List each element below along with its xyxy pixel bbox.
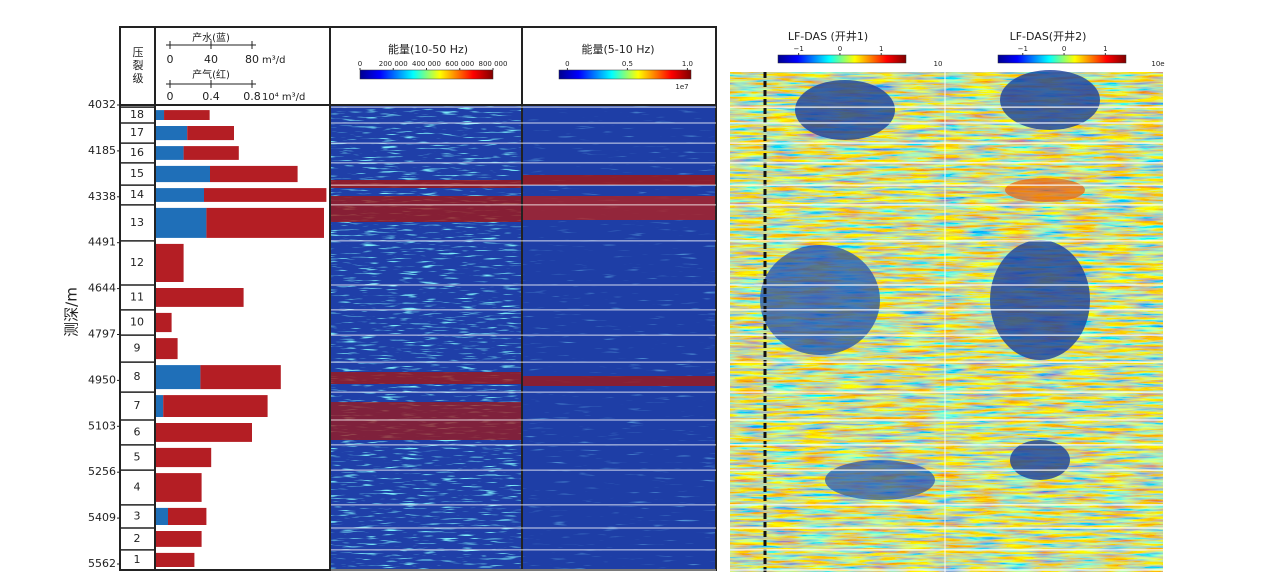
bar xyxy=(156,338,178,360)
bar xyxy=(183,146,239,160)
colorbar-tick-label: 0 xyxy=(358,60,362,68)
stage-label: 16 xyxy=(130,146,144,159)
y-tick-label: 5103 xyxy=(88,419,116,432)
bar xyxy=(210,165,298,183)
bar xyxy=(156,126,188,141)
stage-label: 4 xyxy=(134,481,141,494)
colorbar xyxy=(777,54,907,64)
axis-label: 产水(蓝) xyxy=(192,31,230,44)
colorbar xyxy=(997,54,1127,64)
bar xyxy=(156,507,168,525)
colorbar-note: 10e xyxy=(1151,60,1164,68)
stage-label: 3 xyxy=(134,509,141,522)
axis-label: 产气(红) xyxy=(192,68,230,81)
y-tick-label: 5562 xyxy=(88,557,116,570)
colorbar-tick-label: 1.0 xyxy=(682,60,693,68)
bar xyxy=(156,146,184,160)
bar xyxy=(156,447,212,468)
bar xyxy=(156,188,204,202)
bar xyxy=(164,110,210,120)
stage-header: 压裂级 xyxy=(131,46,144,85)
colorbar-ticks: −1 0 1 xyxy=(1018,45,1108,55)
axis-unit: m³/d xyxy=(262,55,285,66)
panel-title: LF-DAS(开井2) xyxy=(1010,29,1087,43)
bar xyxy=(156,365,201,390)
y-axis-label: 测深/m xyxy=(63,287,81,337)
y-tick-label: 4797 xyxy=(88,328,116,341)
colorbar-tick-label: −1 xyxy=(793,45,803,53)
bar xyxy=(187,126,234,141)
panel-title: 能量(10-50 Hz) xyxy=(388,42,468,56)
stage-label: 10 xyxy=(130,316,144,329)
stage-label: 7 xyxy=(134,399,141,412)
bar xyxy=(204,188,327,202)
panel-title: 能量(5-10 Hz) xyxy=(581,42,654,56)
y-tick-label: 4185 xyxy=(88,144,116,157)
y-tick-label: 4950 xyxy=(88,373,116,386)
y-tick-label: 5409 xyxy=(88,511,116,524)
bar xyxy=(156,423,252,442)
colorbar-note: 1e7 xyxy=(675,83,688,91)
axis-tick-label: 80 xyxy=(245,53,259,66)
bar xyxy=(156,110,165,120)
colorbar-ticks: 0 0.5 1.0 xyxy=(565,60,693,70)
background-images xyxy=(331,70,1163,572)
stage-label: 6 xyxy=(134,425,141,438)
bar xyxy=(156,473,202,502)
bar xyxy=(168,507,207,525)
stage-label: 1 xyxy=(134,553,141,566)
y-tick-label: 4338 xyxy=(88,190,116,203)
bar xyxy=(163,395,268,417)
panel-title: LF-DAS (开井1) xyxy=(788,29,868,43)
stage-label: 12 xyxy=(130,256,144,269)
colorbar-tick-label: 1 xyxy=(879,45,883,53)
colorbar-tick-label: 0.5 xyxy=(622,60,633,68)
axis-tick-label: 0.8 xyxy=(243,90,261,103)
colorbar-tick-label: 0 xyxy=(565,60,569,68)
colorbar-tick-label: 400 000 xyxy=(412,60,441,68)
bar xyxy=(156,165,210,183)
colorbar-tick-label: 600 000 xyxy=(445,60,474,68)
axis-unit: 10⁴ m³/d xyxy=(262,92,305,103)
colorbar-tick-label: −1 xyxy=(1018,45,1028,53)
colorbar-ticks: 0 200 000 400 000 600 000 800 000 xyxy=(358,60,508,70)
bar xyxy=(206,207,324,238)
stage-label: 13 xyxy=(130,216,144,229)
colorbar-tick-label: 0 xyxy=(838,45,842,53)
stage-label: 9 xyxy=(134,342,141,355)
colorbar-tick-label: 0 xyxy=(1062,45,1066,53)
colorbar xyxy=(359,69,494,80)
colorbar-tick-label: 800 000 xyxy=(479,60,508,68)
bar xyxy=(156,207,207,238)
colorbar-tick-label: 200 000 xyxy=(379,60,408,68)
stage-label: 2 xyxy=(134,532,141,545)
y-tick-label: 4491 xyxy=(88,236,116,249)
stage-label: 17 xyxy=(130,126,144,139)
axis-tick-label: 0 xyxy=(167,53,174,66)
colorbar-ticks: −1 0 1 xyxy=(793,45,883,55)
stage-label: 11 xyxy=(130,290,144,303)
y-tick-label: 5256 xyxy=(88,465,116,478)
y-tick-label: 4644 xyxy=(88,282,116,295)
stage-label: 5 xyxy=(134,451,141,464)
y-tick-label: 4032 xyxy=(88,98,116,111)
stage-label: 8 xyxy=(134,370,141,383)
bar xyxy=(156,312,172,333)
bar xyxy=(156,395,164,417)
axis-tick-label: 0 xyxy=(167,90,174,103)
stage-label: 14 xyxy=(130,188,144,201)
stage-label: 15 xyxy=(130,167,144,180)
bar xyxy=(156,531,202,547)
stage-label: 18 xyxy=(130,108,144,121)
colorbar-tick-label: 1 xyxy=(1103,45,1107,53)
colorbar xyxy=(558,69,692,80)
bar xyxy=(156,243,184,282)
colorbar-note: 10 xyxy=(934,60,943,68)
bar xyxy=(156,552,195,567)
bar xyxy=(200,365,281,390)
axis-tick-label: 0.4 xyxy=(202,90,220,103)
axis-tick-label: 40 xyxy=(204,53,218,66)
bar xyxy=(156,288,244,307)
